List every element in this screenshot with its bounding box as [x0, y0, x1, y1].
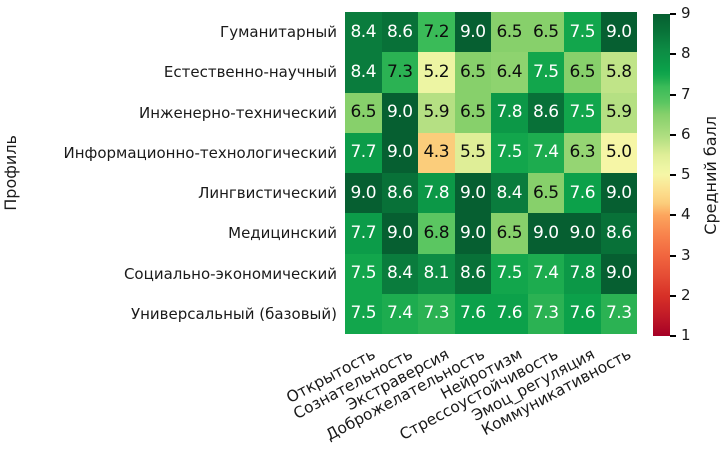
colorbar-tick-mark [670, 335, 676, 337]
y-axis-tick-labels: Гуманитарный Естественно-научный Инженерно… [0, 12, 337, 334]
heatmap-cell: 9.0 [600, 253, 637, 294]
y-tick-label: Естественно-научный [163, 63, 337, 82]
y-tick-label: Инженерно-технический [138, 103, 337, 122]
colorbar-label: Средний балл [701, 115, 720, 235]
heatmap-cell: 7.8 [564, 253, 601, 294]
heatmap-cell: 9.0 [381, 92, 418, 133]
heatmap-cell: 9.0 [564, 213, 601, 254]
colorbar-tick-label: 8 [681, 44, 691, 63]
heatmap-cell: 5.8 [600, 52, 637, 93]
heatmap-cell: 6.5 [491, 213, 528, 254]
heatmap-cell: 6.3 [564, 132, 601, 173]
heatmap-cell: 9.0 [454, 12, 491, 53]
heatmap-cell: 7.3 [418, 293, 455, 334]
colorbar-tick-mark [670, 133, 676, 136]
heatmap-cell: 7.3 [527, 293, 564, 334]
heatmap-cell: 9.0 [345, 173, 382, 214]
heatmap-cell: 9.0 [454, 173, 491, 214]
colorbar-tick-label: 4 [681, 205, 691, 224]
colorbar-tick-label: 7 [681, 84, 691, 103]
heatmap-cell: 6.5 [454, 92, 491, 133]
heatmap-cell: 6.5 [454, 52, 491, 93]
heatmap-cell: 6.5 [491, 12, 528, 53]
heatmap-cell: 8.4 [345, 52, 382, 93]
heatmap-cell: 7.5 [345, 293, 382, 334]
colorbar-tick-mark [670, 93, 676, 96]
heatmap-cell: 7.5 [564, 92, 601, 133]
heatmap-cell: 7.3 [600, 293, 637, 334]
colorbar-tick-label: 3 [681, 245, 691, 264]
y-tick-label: Информационно-технологический [63, 143, 337, 162]
heatmap-cell: 7.3 [381, 52, 418, 93]
heatmap-cell: 5.2 [418, 52, 455, 93]
colorbar-tick-label: 5 [681, 165, 691, 184]
colorbar-tick-mark [670, 294, 676, 297]
heatmap-cell: 8.6 [600, 213, 637, 254]
colorbar-tick-mark [670, 214, 676, 217]
heatmap-cell: 6.5 [527, 12, 564, 53]
heatmap-cell: 8.4 [381, 253, 418, 294]
heatmap-cell: 5.5 [454, 132, 491, 173]
heatmap-cell: 7.5 [345, 253, 382, 294]
heatmap-cell: 6.5 [564, 52, 601, 93]
y-tick-label: Гуманитарный [220, 23, 337, 42]
heatmap-cell: 7.6 [564, 173, 601, 214]
colorbar-tick-mark [670, 254, 676, 257]
heatmap-cell: 8.4 [491, 173, 528, 214]
colorbar-tick-mark [670, 53, 676, 56]
heatmap-cell: 5.9 [418, 92, 455, 133]
heatmap-cell: 7.5 [564, 12, 601, 53]
heatmap-cell: 9.0 [454, 213, 491, 254]
heatmap-cell: 7.6 [564, 293, 601, 334]
heatmap-cell: 9.0 [381, 132, 418, 173]
heatmap-cell: 7.8 [418, 173, 455, 214]
heatmap-cell: 7.5 [491, 132, 528, 173]
heatmap-cell: 7.4 [527, 253, 564, 294]
heatmap-cell: 6.8 [418, 213, 455, 254]
y-tick-label: Универсальный (базовый) [130, 304, 337, 323]
heatmap-cell: 8.6 [527, 92, 564, 133]
y-tick-label: Социально-экономический [123, 264, 337, 283]
heatmap-cell: 6.5 [345, 92, 382, 133]
heatmap-cell: 9.0 [600, 173, 637, 214]
heatmap-cell: 7.2 [418, 12, 455, 53]
heatmap-cell: 7.8 [491, 92, 528, 133]
heatmap-cell: 9.0 [527, 213, 564, 254]
heatmap-cell: 7.4 [381, 293, 418, 334]
heatmap-cell: 7.7 [345, 213, 382, 254]
heatmap-cell: 7.7 [345, 132, 382, 173]
y-tick-label: Медицинский [228, 224, 337, 243]
heatmap-cell: 8.4 [345, 12, 382, 53]
heatmap-cell: 8.6 [454, 253, 491, 294]
heatmap-grid: 8.4 8.6 7.2 9.0 6.5 6.5 7.5 9.0 8.4 7.3 5.2 6.5 6.4 7… [345, 12, 637, 334]
heatmap-cell: 8.1 [418, 253, 455, 294]
colorbar-tick-label: 2 [681, 285, 691, 304]
heatmap-cell: 8.6 [381, 173, 418, 214]
heatmap-cell: 5.0 [600, 132, 637, 173]
heatmap-cell: 6.4 [491, 52, 528, 93]
heatmap-cell: 7.4 [527, 132, 564, 173]
heatmap-cell: 7.6 [454, 293, 491, 334]
heatmap-cell: 7.5 [491, 253, 528, 294]
heatmap-cell: 9.0 [600, 12, 637, 53]
colorbar-tick-mark [670, 13, 676, 15]
heatmap-cell: 4.3 [418, 132, 455, 173]
heatmap-cell: 7.6 [491, 293, 528, 334]
heatmap-cell: 8.6 [381, 12, 418, 53]
heatmap-cell: 7.5 [527, 52, 564, 93]
colorbar-gradient [653, 14, 670, 336]
y-tick-label: Лингвистический [198, 184, 337, 203]
colorbar-tick-label: 9 [681, 4, 691, 23]
colorbar-tick-label: 6 [681, 124, 691, 143]
heatmap-cell: 6.5 [527, 173, 564, 214]
colorbar-tick-label: 1 [681, 326, 691, 345]
heatmap-cell: 5.9 [600, 92, 637, 133]
heatmap-cell: 9.0 [381, 213, 418, 254]
colorbar-label-wrap: Средний балл [698, 14, 723, 336]
colorbar-tick-mark [670, 174, 676, 176]
